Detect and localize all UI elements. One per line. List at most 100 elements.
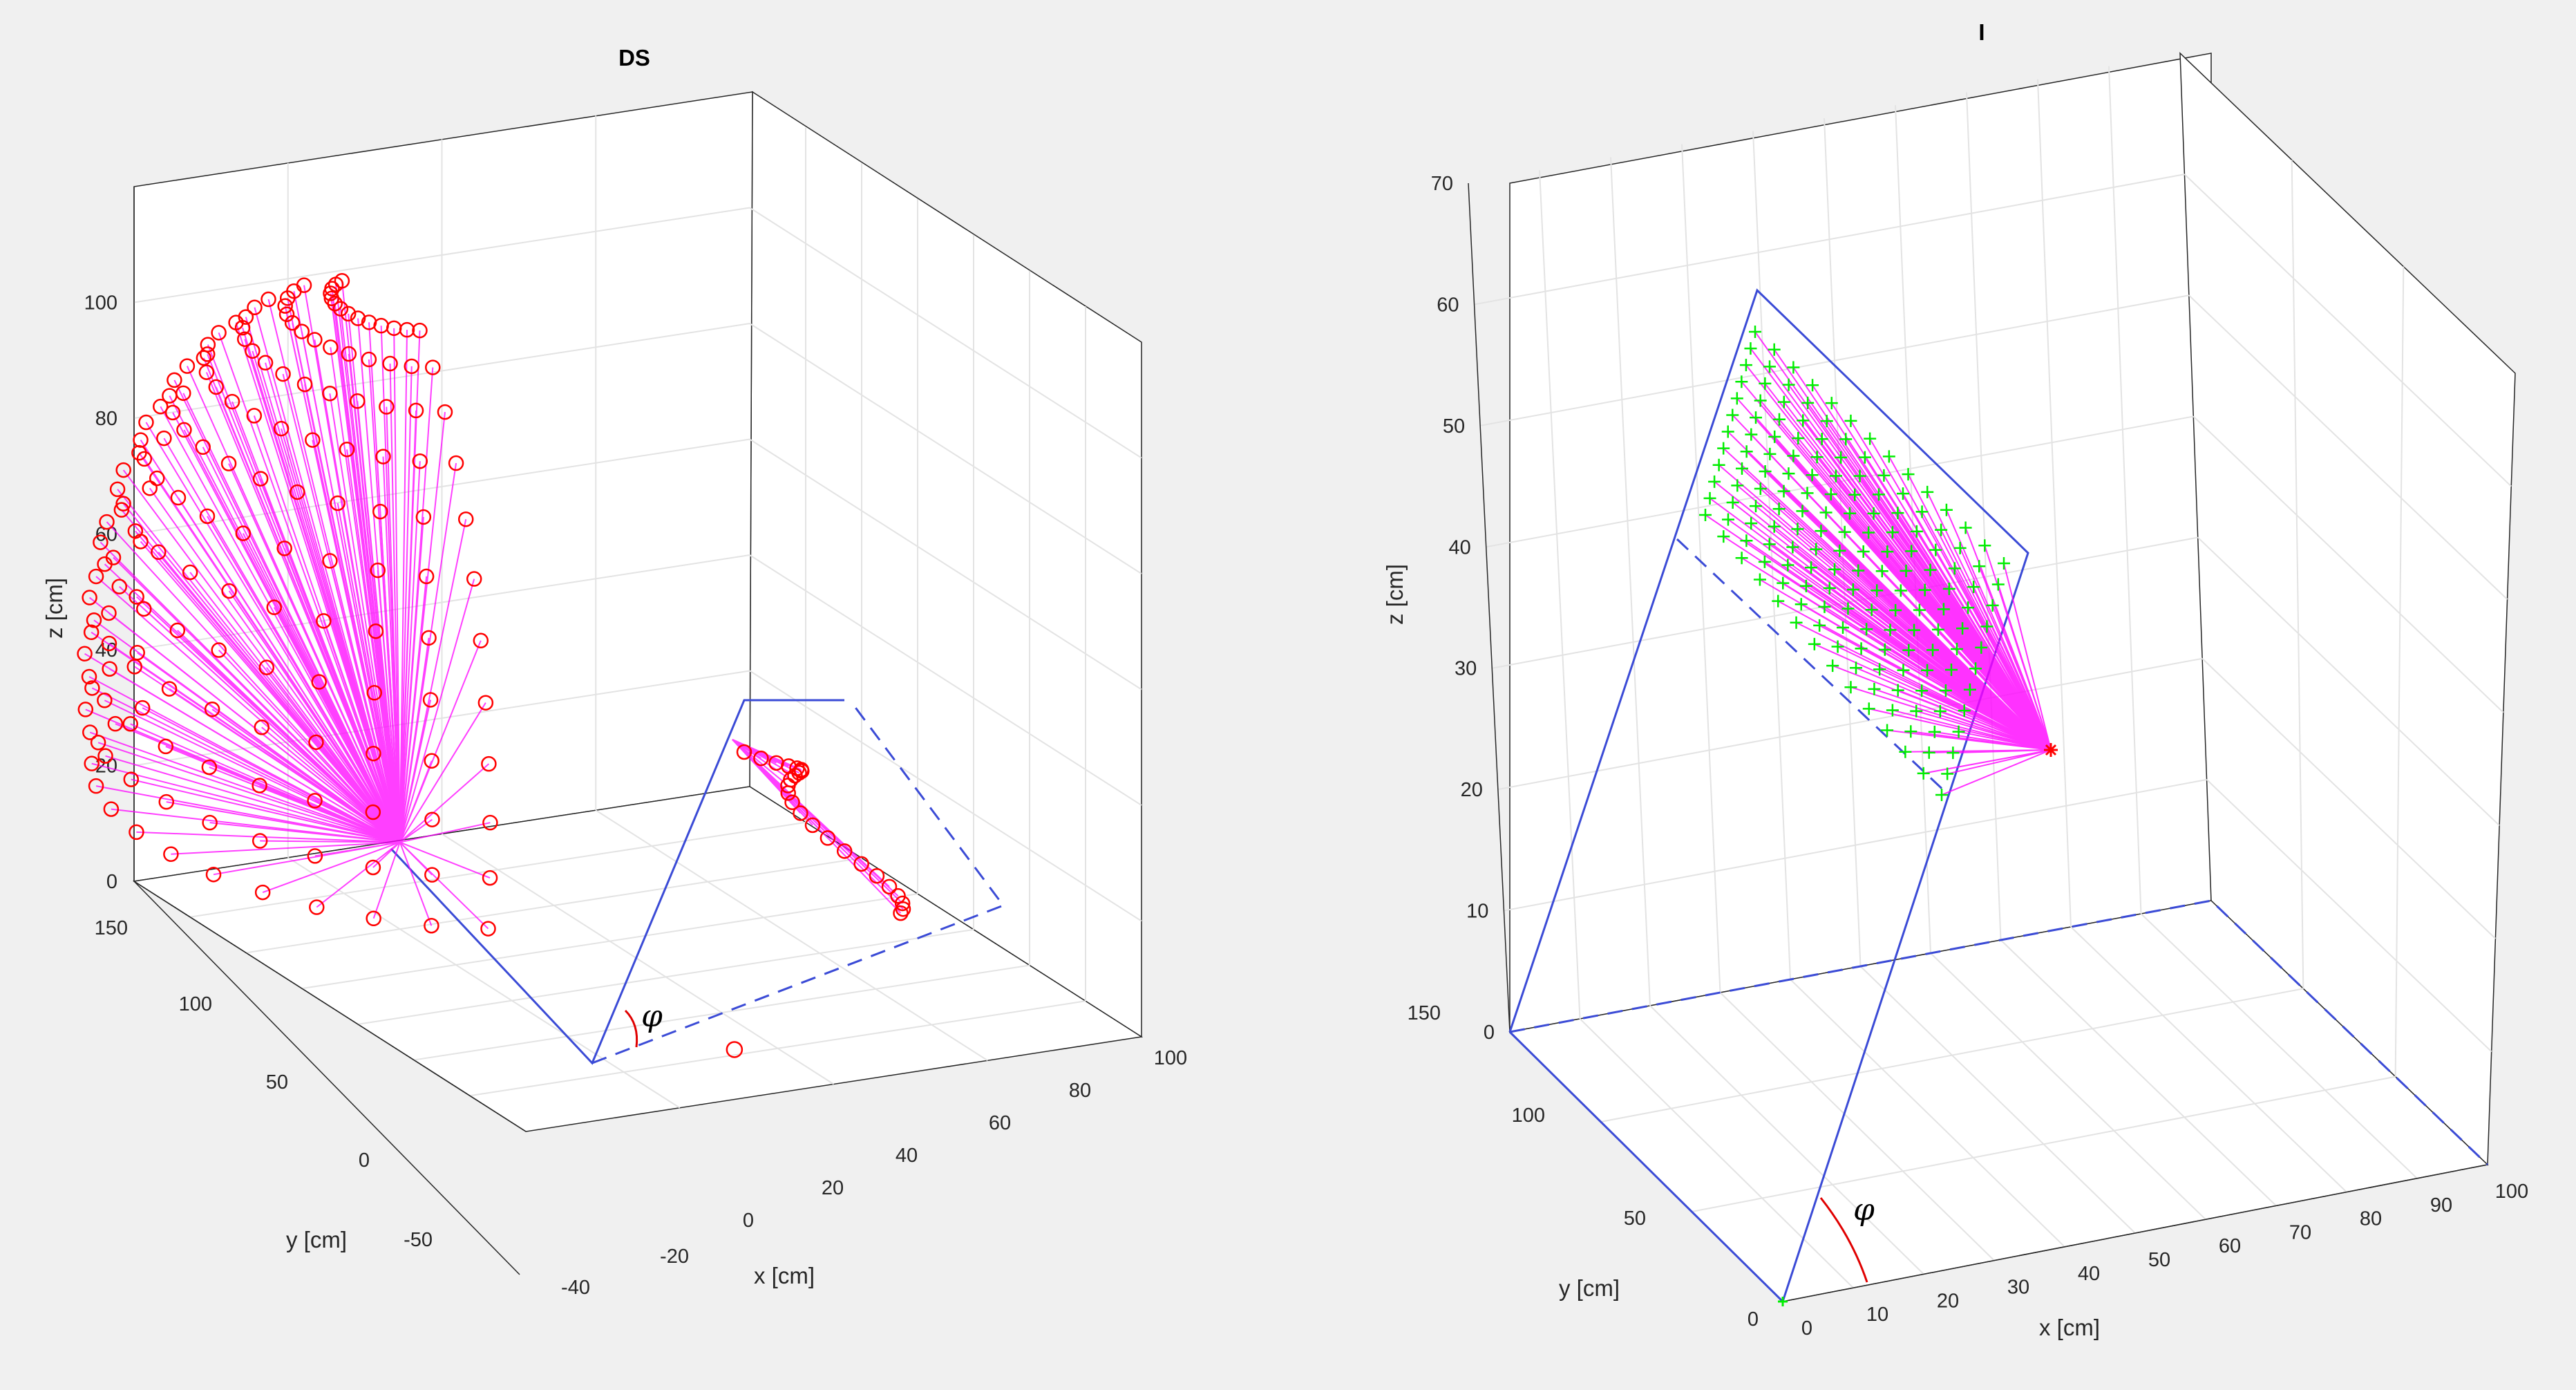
ds-ray (158, 552, 401, 843)
i-point (1772, 594, 1785, 608)
i-point (1980, 620, 1993, 633)
i-ray (1980, 647, 2052, 751)
ds-ray (372, 842, 401, 919)
ds-point (235, 525, 252, 541)
i-back-wall-xz (1509, 53, 2212, 1033)
ds-point (211, 325, 227, 341)
ds-point (151, 544, 167, 561)
ds-point (82, 590, 97, 605)
ds-point (97, 556, 113, 572)
ds-rays (84, 281, 904, 930)
i-point (1806, 379, 1819, 392)
ds-point (437, 404, 453, 420)
ds-ray (166, 801, 400, 843)
ds-ray (314, 339, 401, 843)
i-point (1873, 663, 1886, 676)
ds-point (278, 306, 295, 322)
ds-ray (330, 347, 401, 843)
ds-plane-dashed (591, 699, 1005, 1064)
i-point (1852, 564, 1865, 577)
ds-point (277, 298, 293, 314)
ds-point (290, 484, 305, 500)
ds-ray (314, 841, 400, 857)
i-point (1772, 413, 1786, 426)
i-point (1948, 562, 1961, 575)
i-point (1891, 507, 1904, 520)
i-point (1717, 530, 1730, 543)
i-ray (1732, 502, 2052, 751)
ds-point (726, 1041, 744, 1058)
ds-point (82, 724, 98, 740)
i-point (1844, 681, 1857, 694)
ds-point (350, 393, 366, 409)
i-point (1872, 488, 1885, 501)
ds-point (202, 814, 218, 831)
ds-ray (732, 739, 789, 787)
i-point (1777, 395, 1790, 408)
ds-point (252, 833, 268, 849)
i-point (1768, 520, 1781, 533)
i-point (1750, 500, 1763, 513)
i-point (1908, 623, 1921, 637)
i-point (1902, 644, 1915, 657)
ds-point (252, 778, 267, 793)
i-point (1942, 582, 1955, 595)
i-ray (1967, 607, 2052, 751)
ds-point (370, 562, 386, 579)
i-x-tick-label: 40 (2078, 1263, 2100, 1285)
i-point (1768, 343, 1781, 356)
i-point (1986, 599, 1999, 612)
i-point (1962, 601, 1975, 614)
ds-point (77, 646, 93, 662)
i-z-tick-label: 70 (1431, 173, 1453, 195)
i-point (1777, 485, 1790, 498)
ds-point (97, 748, 113, 764)
i-x-tick-label: 90 (2430, 1194, 2452, 1217)
ds-ray (732, 739, 904, 910)
ds-point (247, 299, 263, 316)
i-point (1881, 545, 1894, 558)
ds-point (153, 398, 169, 415)
ds-point (133, 432, 149, 448)
i-point (1815, 525, 1828, 538)
ds-ray (399, 330, 421, 843)
i-point (1917, 767, 1930, 780)
ds-ray (183, 429, 401, 843)
ds-point (448, 455, 464, 471)
i-point (1904, 725, 1917, 738)
i-ray (1755, 505, 2052, 751)
ds-point (224, 393, 240, 410)
ds-point (424, 867, 440, 883)
i-point (1782, 378, 1795, 391)
ds-point (88, 568, 104, 585)
ds-z-tick-label: 100 (84, 292, 117, 314)
ds-ray (84, 652, 401, 843)
i-point (1891, 684, 1904, 697)
ds-point (399, 321, 415, 338)
i-point (1963, 683, 1976, 696)
i-point (1749, 326, 1761, 338)
ds-point (167, 372, 182, 388)
i-point (1947, 746, 1960, 760)
i-grid-line (1474, 173, 2185, 306)
ds-ray (282, 373, 401, 843)
i-ray (1850, 686, 2052, 751)
ds-point (182, 564, 198, 581)
ds-ray (156, 478, 401, 843)
ds-points (77, 273, 911, 1058)
ds-point (412, 453, 428, 469)
ds-point (195, 439, 211, 455)
i-ray (1959, 547, 2052, 751)
ds-point (129, 589, 144, 605)
ds-ray (260, 840, 400, 843)
i-point (1899, 745, 1912, 758)
i-y-tick-label: 0 (1748, 1308, 1759, 1331)
ds-point (753, 750, 769, 767)
i-point (1975, 641, 1988, 654)
ds-grid-line (441, 833, 835, 1085)
i-ray (1741, 557, 2052, 751)
ds-ray (106, 521, 401, 843)
i-point (1889, 603, 1902, 617)
i-point (1787, 449, 1800, 462)
